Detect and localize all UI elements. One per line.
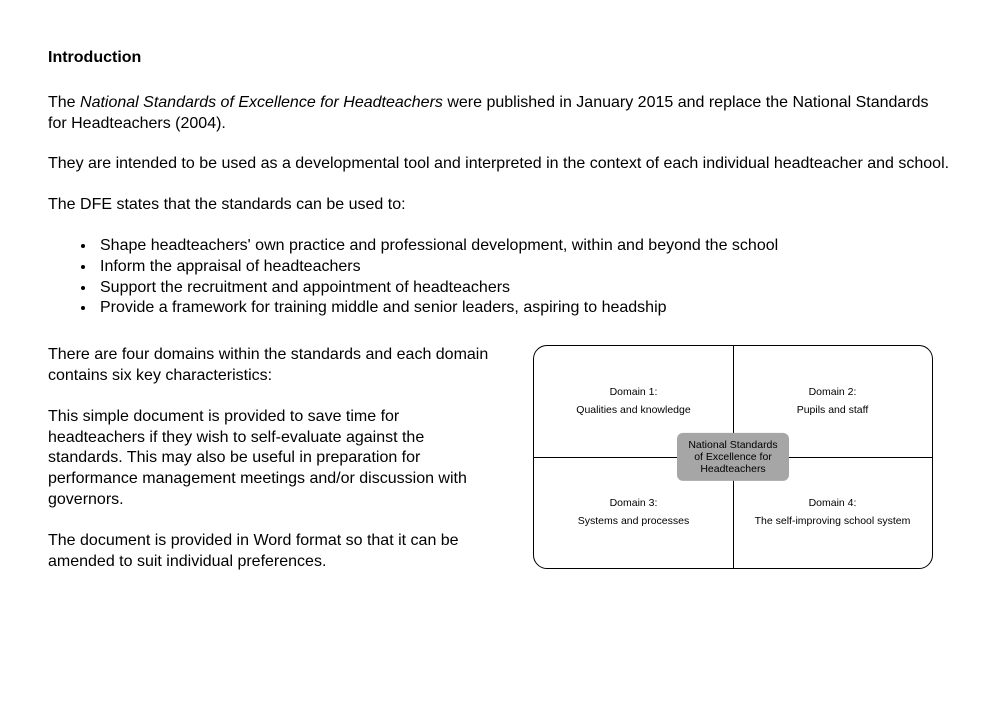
quadrant-2-title: Domain 2: (809, 386, 857, 400)
section-title: Introduction (48, 48, 950, 69)
bullet-item: Inform the appraisal of headteachers (96, 257, 950, 278)
quadrant-4-title: Domain 4: (809, 497, 857, 511)
quadrant-3-title: Domain 3: (610, 497, 658, 511)
document-page: Introduction The National Standards of E… (0, 0, 998, 592)
diagram-center-box: National Standards of Excellence for Hea… (677, 433, 789, 481)
bullet-item: Provide a framework for training middle … (96, 298, 950, 319)
para1-pre: The (48, 94, 80, 111)
intro-para-2: They are intended to be used as a develo… (48, 154, 950, 175)
bullet-item: Support the recruitment and appointment … (96, 278, 950, 299)
intro-para-1: The National Standards of Excellence for… (48, 93, 950, 135)
lower-section: There are four domains within the standa… (48, 345, 950, 592)
domains-diagram: Domain 1: Qualities and knowledge Domain… (533, 345, 933, 569)
intro-para-3: The DFE states that the standards can be… (48, 195, 950, 216)
diagram-wrap: Domain 1: Qualities and knowledge Domain… (516, 345, 950, 592)
center-line-3: Headteachers (687, 463, 779, 475)
quadrant-4-subtitle: The self-improving school system (755, 515, 911, 529)
quadrant-3-subtitle: Systems and processes (578, 515, 689, 529)
quadrant-2-subtitle: Pupils and staff (797, 404, 869, 418)
para1-italic: National Standards of Excellence for Hea… (80, 94, 443, 111)
center-line-2: of Excellence for (687, 451, 779, 463)
quadrant-1-title: Domain 1: (610, 386, 658, 400)
center-line-1: National Standards (687, 439, 779, 451)
bullet-item: Shape headteachers' own practice and pro… (96, 236, 950, 257)
lower-para-2: This simple document is provided to save… (48, 407, 496, 511)
bullet-list: Shape headteachers' own practice and pro… (48, 236, 950, 319)
lower-text-column: There are four domains within the standa… (48, 345, 496, 592)
quadrant-1-subtitle: Qualities and knowledge (576, 404, 690, 418)
lower-para-3: The document is provided in Word format … (48, 531, 496, 573)
lower-para-1: There are four domains within the standa… (48, 345, 496, 387)
